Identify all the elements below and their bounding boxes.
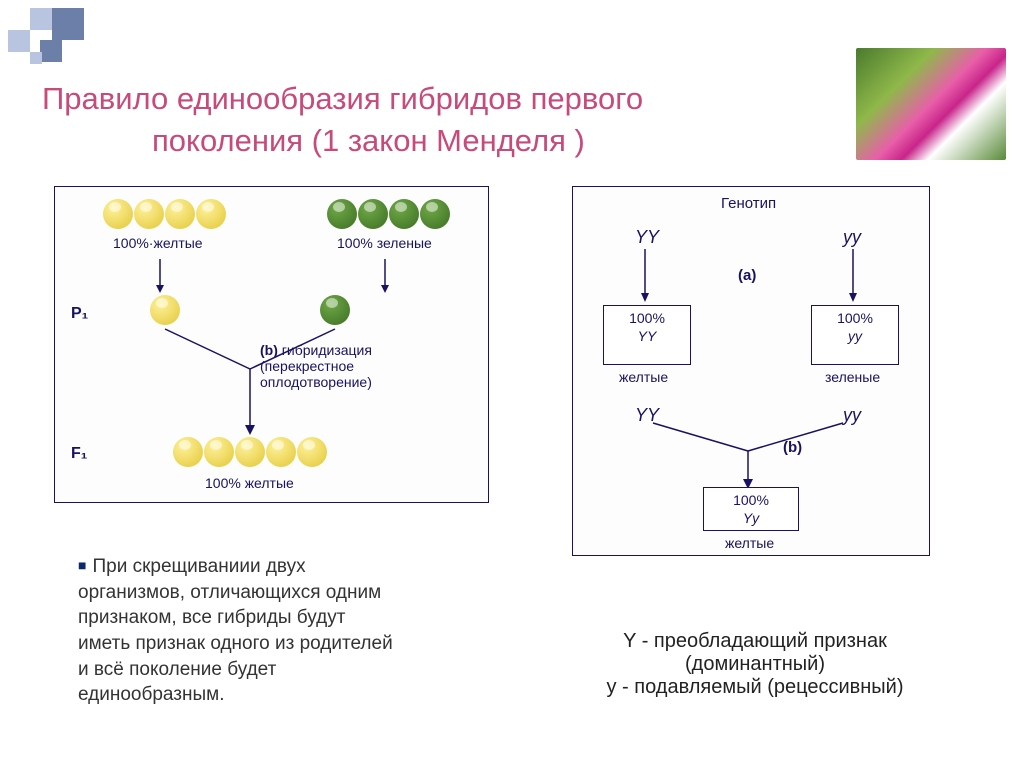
title-line2: поколения (1 закон Менделя ) (42, 120, 643, 162)
parent-yellow-label: 100%·желтые (113, 235, 203, 251)
f1-result-label: 100% желтые (205, 475, 294, 491)
legend-text: Y - преобладающий признак (доминантный) … (545, 630, 965, 699)
box-YY: 100% YY (603, 305, 691, 365)
f1-label: F₁ (71, 445, 87, 463)
description-text: ■При скрещиваниии двух организмов, отлич… (78, 554, 478, 708)
parent-yellow-peas (103, 199, 226, 229)
box-YY-label: желтые (619, 369, 668, 385)
phenotype-diagram-panel: 100%·желтые 100% зеленые P₁ (b) гибридиз… (54, 186, 489, 503)
marker-b: (b) (783, 439, 802, 456)
hybridization-label: (b) гибридизация (перекрестное оплодотво… (260, 342, 372, 390)
box-yy-label: зеленые (825, 369, 880, 385)
box-Yy-label: желтые (725, 535, 774, 551)
parent-YY: YY (635, 227, 659, 248)
slide-title: Правило единообразия гибридов первого по… (42, 78, 643, 162)
box-yy: 100% yy (811, 305, 899, 365)
parent-yy: yy (843, 227, 861, 248)
title-line1: Правило единообразия гибридов первого (42, 78, 643, 120)
f1-yellow-peas (173, 437, 327, 467)
box-Yy: 100% Yy (703, 487, 799, 531)
genotype-diagram-panel: Генотип YY yy (a) 100% YY желтые 100% yy… (572, 186, 930, 556)
bullet-icon: ■ (78, 557, 86, 573)
p1-label: P₁ (71, 305, 88, 323)
parent-green-peas (327, 199, 450, 229)
genotype-header: Генотип (721, 195, 776, 212)
parent-green-label: 100% зеленые (337, 235, 432, 251)
flower-image (856, 48, 1006, 160)
